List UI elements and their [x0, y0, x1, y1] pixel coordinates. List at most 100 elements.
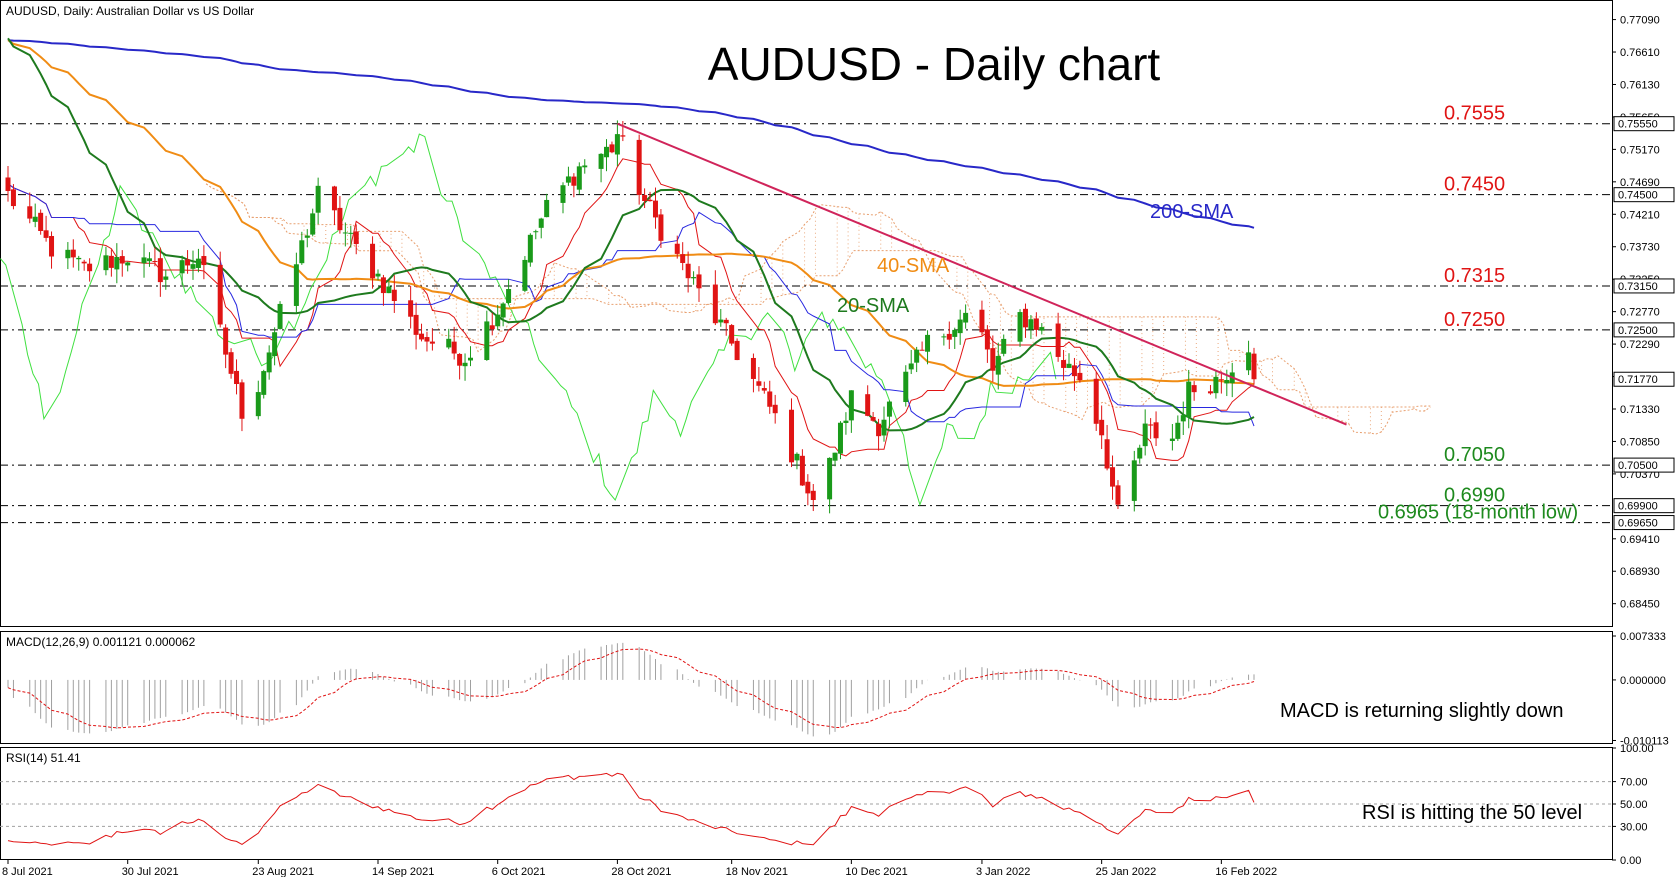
- price-marker-box: [1613, 187, 1675, 203]
- ichimoku-lagging-line: [0, 133, 1057, 507]
- candle-body: [957, 319, 963, 334]
- candle-body: [266, 352, 272, 373]
- candle-body: [756, 381, 762, 386]
- candle-body: [1061, 360, 1067, 368]
- macd-indicator-label: MACD(12,26,9) 0.001121 0.000062: [6, 635, 196, 649]
- candle-body: [1218, 379, 1224, 381]
- candle-body: [772, 404, 778, 414]
- candle-body: [114, 257, 120, 270]
- instrument-label: AUDUSD, Daily: Australian Dollar vs US D…: [6, 4, 254, 18]
- y-tick-label: 0.77090: [1620, 15, 1660, 27]
- level-labels: 0.7555 0.7450 0.7315 0.7250 0.7050 0.69900.69…: [1378, 103, 1578, 524]
- price-marker-label: 0.72500: [1618, 325, 1658, 337]
- candle-body: [718, 319, 724, 323]
- candle-body: [87, 263, 93, 272]
- ichimoku-cloud: [205, 183, 1431, 435]
- candle-body: [1207, 391, 1213, 394]
- candle-body: [495, 314, 501, 327]
- candle-body: [223, 327, 229, 355]
- candle-body: [391, 289, 397, 301]
- candle-body: [560, 185, 566, 203]
- candle-body: [946, 333, 952, 340]
- y-tick-label: 0.76610: [1620, 47, 1660, 59]
- candle-body: [1115, 485, 1121, 505]
- candle-body: [1246, 352, 1252, 371]
- y-tick-label: 0.74210: [1620, 209, 1660, 221]
- candle-body: [723, 319, 729, 324]
- rsi-indicator-label: RSI(14) 51.41: [6, 751, 81, 765]
- candle-body: [157, 258, 163, 283]
- candle-body: [315, 185, 321, 213]
- candle-body: [876, 423, 882, 437]
- x-tick-label: 16 Feb 2022: [1215, 866, 1277, 877]
- candle-body: [195, 258, 201, 268]
- rsi-y-tick-label: 30.00: [1620, 821, 1648, 833]
- sma20-line: [7, 37, 1255, 432]
- candle-body: [179, 260, 185, 274]
- price-marker-box: [1613, 116, 1675, 132]
- candle-body: [500, 303, 506, 318]
- candle-body: [217, 264, 223, 325]
- indicator-lines: [0, 37, 1255, 507]
- candle-body: [484, 321, 490, 360]
- candle-body: [70, 249, 76, 258]
- candle-body: [680, 254, 686, 263]
- candle-body: [261, 371, 267, 395]
- level-label: 0.7050: [1444, 444, 1505, 466]
- candle-body: [799, 455, 805, 486]
- x-tick-label: 25 Jan 2022: [1096, 866, 1157, 877]
- candle-body: [571, 176, 577, 186]
- candle-body: [1099, 419, 1105, 436]
- candle-body: [642, 195, 648, 201]
- candle-body: [119, 256, 125, 264]
- candle-body: [1071, 365, 1077, 377]
- candle-body: [903, 371, 909, 403]
- candle-body: [1077, 372, 1083, 381]
- candle-body: [103, 255, 109, 271]
- rsi-line: [7, 772, 1255, 846]
- sma200-label: 200-SMA: [1150, 201, 1234, 223]
- sma200-line: [7, 39, 1255, 229]
- macd-y-tick-label: 0.007333: [1620, 631, 1666, 643]
- candle-body: [239, 382, 245, 419]
- candle-body: [462, 362, 468, 367]
- candle-body: [375, 273, 381, 277]
- candle-body: [647, 199, 653, 202]
- candle-body: [843, 420, 849, 424]
- candle-body: [10, 189, 16, 207]
- price-marker-label: 0.70500: [1618, 460, 1658, 472]
- level-label: 0.7450: [1444, 174, 1505, 196]
- candle-body: [1093, 378, 1099, 424]
- candle-body: [277, 303, 283, 329]
- candle-body: [750, 357, 756, 379]
- candle-body: [691, 277, 697, 279]
- rsi-annotation: RSI is hitting the 50 level: [1362, 802, 1582, 824]
- candle-body: [1110, 467, 1116, 487]
- macd-panel-frame: [0, 631, 1613, 744]
- rsi-panel: 100.00 70.00 50.00 30.00 0.00: [0, 743, 1654, 867]
- price-marker-label: 0.73150: [1618, 281, 1658, 293]
- y-tick-label: 0.68930: [1620, 566, 1660, 578]
- level-label: 0.7315: [1444, 265, 1505, 287]
- candle-body: [451, 341, 457, 354]
- candle-body: [185, 259, 191, 266]
- ichimoku-kijun-line: [7, 183, 1255, 427]
- candle-body: [538, 218, 544, 228]
- date-axis: 8 Jul 2021 30 Jul 2021 23 Aug 2021 14 Sep 2…: [2, 860, 1277, 878]
- candle-body: [1039, 327, 1045, 331]
- candle-body: [886, 401, 892, 417]
- price-marker-box: [1613, 457, 1675, 473]
- candle-body: [729, 325, 735, 344]
- candle-body: [925, 334, 931, 352]
- candle-body: [108, 255, 114, 268]
- candle-body: [794, 453, 800, 461]
- candle-body: [331, 186, 337, 211]
- price-marker-label: 0.69650: [1618, 518, 1658, 530]
- candle-body: [527, 234, 533, 263]
- candle-body: [1017, 312, 1023, 342]
- macd-y-tick-label: 0.000000: [1620, 675, 1666, 687]
- y-tick-label: 0.73730: [1620, 242, 1660, 254]
- candle-body: [767, 391, 773, 407]
- horizontal-levels: [0, 123, 1612, 524]
- candle-body: [201, 256, 207, 266]
